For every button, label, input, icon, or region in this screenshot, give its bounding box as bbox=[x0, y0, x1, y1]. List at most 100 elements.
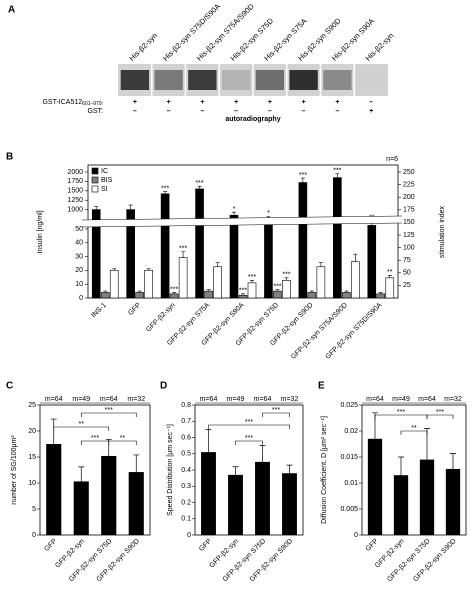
y2-tick-label: 125 bbox=[403, 232, 415, 239]
error-bar bbox=[78, 466, 85, 496]
bar bbox=[128, 472, 144, 535]
y-tick-label: 0.7 bbox=[181, 418, 191, 425]
bar bbox=[342, 292, 351, 299]
error-bar bbox=[450, 453, 456, 485]
y-tick-label: 25 bbox=[28, 402, 36, 409]
error-bar bbox=[353, 253, 358, 262]
blot-band bbox=[356, 70, 386, 90]
bar bbox=[419, 459, 435, 535]
sign: – bbox=[302, 108, 306, 115]
bar bbox=[160, 193, 170, 299]
bar bbox=[73, 481, 89, 535]
error-bar bbox=[372, 412, 378, 465]
y-tick-label: 0 bbox=[79, 295, 83, 302]
y-tick-label: 0.5 bbox=[181, 451, 191, 458]
y-tick-label: 0.005 bbox=[340, 506, 358, 513]
error-bar bbox=[335, 173, 340, 178]
row-label: GST-ICA512601–979: bbox=[42, 99, 103, 107]
error-bar bbox=[424, 428, 430, 491]
y-axis-label: number of SG/100μm² bbox=[11, 435, 18, 505]
plot-frame bbox=[361, 404, 467, 536]
bar bbox=[101, 455, 117, 535]
error-bar bbox=[398, 456, 404, 494]
y-tick-label: 0.2 bbox=[181, 499, 191, 506]
n-label: m=64 bbox=[200, 396, 218, 403]
sign: + bbox=[234, 99, 238, 106]
bar bbox=[178, 257, 188, 299]
y-tick-label: 5 bbox=[32, 506, 36, 513]
legend-label: SI bbox=[101, 186, 108, 193]
blot-band bbox=[255, 70, 285, 90]
error-bar bbox=[318, 262, 323, 267]
y-tick-label: 10 bbox=[75, 281, 83, 288]
bar bbox=[255, 461, 270, 535]
y-axis-label: Speed Distribution [μm sec⁻¹] bbox=[167, 424, 174, 516]
sign: + bbox=[268, 99, 272, 106]
panel-letter: C bbox=[6, 381, 13, 392]
panel-letter: A bbox=[8, 5, 15, 16]
y-tick-label: 1000 bbox=[67, 206, 83, 213]
n-label: m=64 bbox=[45, 396, 63, 403]
sign: – bbox=[234, 108, 238, 115]
significance: *** bbox=[105, 407, 113, 414]
y-tick-label: 15 bbox=[28, 454, 36, 461]
error-bar bbox=[259, 445, 266, 479]
significance: *** bbox=[245, 419, 253, 426]
bar bbox=[445, 468, 461, 535]
bar bbox=[351, 261, 360, 299]
significance-bracket bbox=[235, 440, 263, 445]
sign: + bbox=[302, 99, 306, 106]
panel-letter: E bbox=[318, 381, 325, 392]
y-tick-label: 0.015 bbox=[340, 454, 358, 461]
y-tick-label: 0.4 bbox=[181, 467, 191, 474]
legend-label: BIS bbox=[101, 177, 113, 184]
y-axis-label: Diffusion Coefficient, D [μm² sec⁻¹] bbox=[321, 416, 328, 524]
sign: – bbox=[335, 108, 339, 115]
legend-label: IC bbox=[101, 168, 108, 175]
significance: *** bbox=[161, 185, 169, 192]
error-bar bbox=[206, 289, 211, 292]
n-label: m=49 bbox=[392, 396, 410, 403]
error-bar bbox=[284, 277, 289, 281]
sign: – bbox=[167, 108, 171, 115]
n-label: m=64 bbox=[100, 396, 118, 403]
y2-tick-label: 175 bbox=[403, 207, 415, 214]
bar bbox=[385, 277, 395, 299]
error-bar bbox=[137, 290, 142, 293]
bar bbox=[100, 292, 110, 299]
error-bar bbox=[205, 429, 212, 475]
significance: *** bbox=[248, 274, 256, 281]
error-bar bbox=[181, 251, 186, 258]
bar bbox=[135, 292, 144, 299]
y-tick-label: 30 bbox=[75, 253, 83, 260]
bar bbox=[316, 266, 326, 299]
y2-tick-label: 50 bbox=[403, 270, 411, 277]
y-tick-label: 1500 bbox=[67, 188, 83, 195]
error-bar bbox=[232, 466, 239, 483]
error-bar bbox=[241, 293, 245, 296]
bar bbox=[367, 438, 383, 535]
y-tick-label: 1250 bbox=[67, 197, 83, 204]
bar bbox=[247, 282, 257, 299]
significance: *** bbox=[91, 435, 99, 442]
sign: – bbox=[369, 99, 373, 106]
significance: ** bbox=[387, 269, 393, 276]
bar bbox=[169, 293, 179, 299]
error-bar bbox=[128, 204, 133, 210]
significance-bracket bbox=[208, 424, 290, 429]
error-bar bbox=[103, 290, 108, 293]
error-bar bbox=[300, 177, 305, 183]
n-label: m=64 bbox=[418, 396, 436, 403]
row-label-sub: 601–979: bbox=[82, 101, 103, 107]
significance: *** bbox=[397, 409, 405, 416]
y2-tick-label: 200 bbox=[403, 194, 415, 201]
significance: *** bbox=[239, 288, 247, 295]
y-tick-label: 40 bbox=[75, 240, 83, 247]
error-bar bbox=[232, 211, 236, 216]
bar bbox=[298, 182, 308, 299]
y2-tick-label: 150 bbox=[403, 219, 415, 226]
error-bar bbox=[275, 289, 280, 292]
bar bbox=[109, 269, 119, 299]
y-tick-label: 0 bbox=[187, 532, 191, 539]
blot-band bbox=[154, 70, 183, 90]
